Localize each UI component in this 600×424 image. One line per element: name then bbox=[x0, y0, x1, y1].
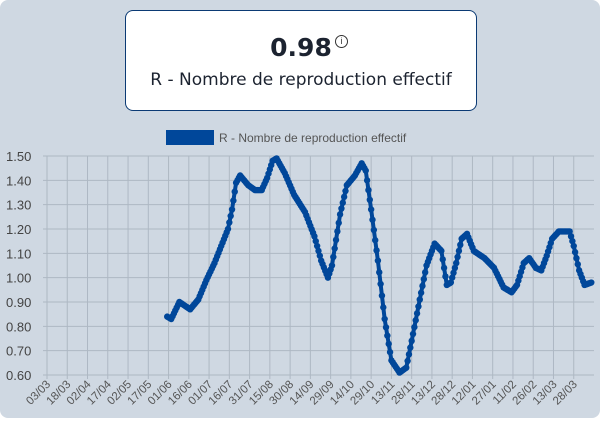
data-point bbox=[227, 212, 234, 220]
legend-swatch bbox=[166, 130, 214, 145]
data-point bbox=[340, 193, 348, 201]
data-point bbox=[382, 324, 390, 331]
data-point bbox=[331, 245, 338, 252]
data-point bbox=[448, 274, 456, 281]
data-point bbox=[413, 310, 421, 317]
y-tick-label: 1.50 bbox=[6, 149, 31, 164]
data-point bbox=[403, 364, 410, 371]
data-point bbox=[574, 261, 581, 268]
data-point bbox=[339, 199, 346, 206]
data-point bbox=[313, 242, 321, 250]
data-point bbox=[450, 269, 457, 276]
data-point bbox=[453, 259, 460, 267]
data-point bbox=[228, 206, 236, 213]
data-point bbox=[365, 186, 372, 194]
data-point bbox=[334, 228, 341, 235]
data-point bbox=[336, 211, 344, 218]
series-line bbox=[166, 156, 592, 375]
data-point bbox=[571, 248, 579, 256]
y-tick-label: 1.10 bbox=[6, 246, 31, 261]
y-tick-label: 0.60 bbox=[6, 368, 31, 383]
data-point bbox=[226, 219, 233, 226]
data-point bbox=[380, 304, 387, 311]
data-point bbox=[338, 205, 345, 212]
y-tick-label: 0.70 bbox=[6, 344, 31, 359]
y-tick-label: 1.40 bbox=[6, 173, 31, 188]
data-point bbox=[569, 237, 576, 245]
data-point bbox=[412, 317, 419, 324]
data-point bbox=[588, 279, 595, 286]
data-point bbox=[570, 242, 577, 250]
data-point bbox=[408, 337, 415, 345]
data-point bbox=[411, 323, 418, 331]
data-point bbox=[404, 357, 411, 365]
y-tick-label: 0.90 bbox=[6, 295, 31, 310]
data-point bbox=[457, 241, 464, 249]
data-point bbox=[328, 262, 336, 269]
data-point bbox=[566, 228, 573, 235]
data-point bbox=[363, 177, 371, 184]
r-value-card: 0.98 i R - Nombre de reproduction effect… bbox=[125, 10, 477, 111]
y-tick-label: 1.00 bbox=[6, 271, 31, 286]
data-point bbox=[407, 344, 414, 351]
data-point bbox=[230, 197, 237, 204]
data-point bbox=[417, 289, 425, 296]
data-point bbox=[335, 219, 342, 227]
data-point bbox=[231, 188, 238, 195]
info-icon[interactable]: i bbox=[335, 35, 348, 48]
data-point bbox=[567, 233, 575, 240]
data-point bbox=[405, 351, 413, 358]
data-point bbox=[451, 264, 459, 272]
data-point bbox=[377, 280, 384, 288]
data-point bbox=[455, 247, 463, 255]
data-point bbox=[316, 252, 324, 259]
data-point bbox=[374, 257, 382, 264]
data-point bbox=[421, 269, 429, 276]
r-value: 0.98 bbox=[270, 33, 332, 62]
y-tick-label: 0.80 bbox=[6, 319, 31, 334]
r-value-label: R - Nombre de reproduction effectif bbox=[150, 70, 452, 90]
data-point bbox=[330, 253, 337, 261]
data-point bbox=[416, 296, 423, 303]
data-point bbox=[367, 206, 375, 213]
data-point bbox=[224, 225, 232, 233]
data-point bbox=[573, 255, 580, 262]
data-point bbox=[378, 292, 386, 299]
data-point bbox=[386, 348, 394, 356]
y-tick-label: 1.30 bbox=[6, 198, 31, 213]
data-point bbox=[385, 340, 392, 348]
data-point bbox=[419, 282, 426, 290]
data-point bbox=[332, 236, 340, 244]
data-point bbox=[420, 275, 428, 283]
data-point bbox=[370, 226, 378, 234]
data-point bbox=[447, 279, 455, 286]
data-point bbox=[376, 269, 383, 276]
data-point bbox=[384, 332, 391, 339]
data-point bbox=[454, 253, 461, 261]
data-point bbox=[415, 303, 422, 310]
y-tick-label: 1.20 bbox=[6, 222, 31, 237]
data-point bbox=[440, 264, 448, 272]
data-point bbox=[381, 315, 388, 323]
data-point bbox=[362, 167, 369, 174]
data-point bbox=[442, 273, 449, 280]
data-point bbox=[373, 247, 380, 254]
data-point bbox=[369, 216, 376, 223]
data-point bbox=[342, 187, 349, 195]
data-point bbox=[439, 256, 446, 263]
data-point bbox=[372, 236, 379, 244]
legend-label: R - Nombre de reproduction effectif bbox=[219, 131, 407, 145]
data-point bbox=[312, 237, 319, 245]
data-point bbox=[438, 247, 445, 255]
data-point bbox=[315, 247, 322, 255]
data-point bbox=[409, 330, 417, 338]
data-point bbox=[366, 196, 373, 203]
data-point bbox=[311, 233, 318, 240]
